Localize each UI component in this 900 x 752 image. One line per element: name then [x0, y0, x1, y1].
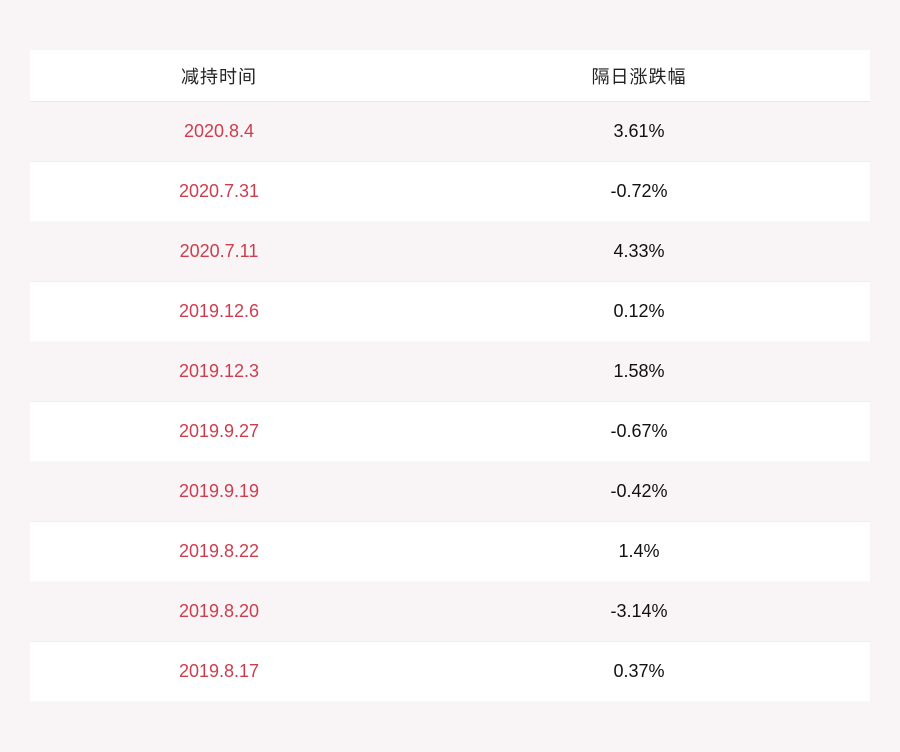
table-row: 2020.8.4 3.61%: [30, 102, 870, 162]
table-row: 2020.7.11 4.33%: [30, 222, 870, 282]
table-row: 2019.9.27 -0.67%: [30, 402, 870, 462]
header-next-day-change: 隔日涨跌幅: [591, 66, 687, 87]
table-row: 2019.12.6 0.12%: [30, 282, 870, 342]
reduction-date-cell: 2019.12.6: [178, 301, 260, 321]
next-day-change-cell: 0.37%: [613, 661, 665, 681]
next-day-change-cell: -0.42%: [610, 481, 668, 501]
next-day-change-cell: -0.67%: [610, 421, 668, 441]
table-body: 2020.8.4 3.61% 2020.7.31 -0.72% 2020.7.11 4.3…: [30, 102, 870, 702]
reduction-date-cell: 2020.7.31: [178, 181, 260, 201]
reduction-history-table: 减持时间 隔日涨跌幅 2020.8.4 3.61% 2020.7.31 -0.72% 2…: [30, 50, 870, 702]
reduction-date-cell: 2019.9.19: [178, 481, 260, 501]
reduction-date-cell: 2019.12.3: [178, 361, 260, 381]
table-row: 2019.8.17 0.37%: [30, 642, 870, 702]
table-row: 2019.12.3 1.58%: [30, 342, 870, 402]
reduction-date-cell: 2020.7.11: [179, 241, 259, 261]
table-row: 2019.9.19 -0.42%: [30, 462, 870, 522]
table-row: 2019.8.22 1.4%: [30, 522, 870, 582]
reduction-date-cell: 2019.8.20: [178, 601, 260, 621]
reduction-date-cell: 2019.9.27: [178, 421, 260, 441]
next-day-change-cell: 3.61%: [613, 121, 665, 141]
next-day-change-cell: 1.4%: [618, 541, 660, 561]
next-day-change-cell: 0.12%: [613, 301, 665, 321]
table-header-row: 减持时间 隔日涨跌幅: [30, 50, 870, 102]
reduction-date-cell: 2020.8.4: [183, 121, 255, 141]
reduction-date-cell: 2019.8.22: [178, 541, 260, 561]
table-row: 2019.8.20 -3.14%: [30, 582, 870, 642]
next-day-change-cell: -0.72%: [610, 181, 668, 201]
reduction-date-cell: 2019.8.17: [178, 661, 260, 681]
next-day-change-cell: 1.58%: [613, 361, 665, 381]
table-row: 2020.7.31 -0.72%: [30, 162, 870, 222]
next-day-change-cell: 4.33%: [613, 241, 665, 261]
header-reduction-time: 减持时间: [181, 66, 257, 87]
next-day-change-cell: -3.14%: [610, 601, 668, 621]
